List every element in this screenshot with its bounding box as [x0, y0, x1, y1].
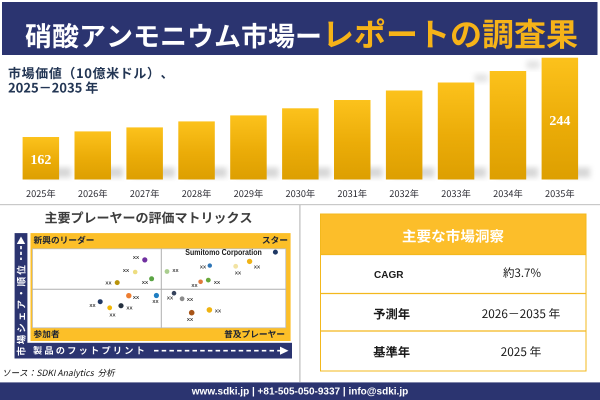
- svg-text:XX: XX: [167, 296, 174, 301]
- svg-text:CAGR: CAGR: [374, 270, 404, 281]
- svg-text:XX: XX: [187, 317, 194, 322]
- svg-text:XX: XX: [142, 280, 149, 285]
- svg-text:XX: XX: [123, 268, 130, 273]
- svg-text:www.sdki.jp | +81-505-050-9337: www.sdki.jp | +81-505-050-9337 | info@sd…: [191, 387, 408, 398]
- svg-text:XX: XX: [89, 303, 96, 308]
- svg-text:XX: XX: [152, 299, 159, 304]
- svg-text:XX: XX: [215, 309, 222, 314]
- svg-text:XX: XX: [254, 265, 261, 270]
- svg-text:XX: XX: [172, 268, 179, 273]
- svg-text:244: 244: [549, 114, 570, 129]
- svg-text:XX: XX: [109, 313, 116, 318]
- svg-text:XX: XX: [105, 281, 112, 286]
- svg-text:XX: XX: [133, 255, 140, 260]
- svg-text:162: 162: [30, 153, 51, 168]
- svg-text:XX: XX: [133, 295, 140, 300]
- svg-text:XX: XX: [187, 297, 194, 302]
- svg-text:XX: XX: [200, 265, 207, 270]
- svg-text:Sumitomo Corporation: Sumitomo Corporation: [185, 248, 262, 257]
- svg-text:XX: XX: [126, 306, 133, 311]
- svg-text:XX: XX: [214, 280, 221, 285]
- svg-text:XX: XX: [235, 271, 242, 276]
- svg-text:XX: XX: [191, 283, 198, 288]
